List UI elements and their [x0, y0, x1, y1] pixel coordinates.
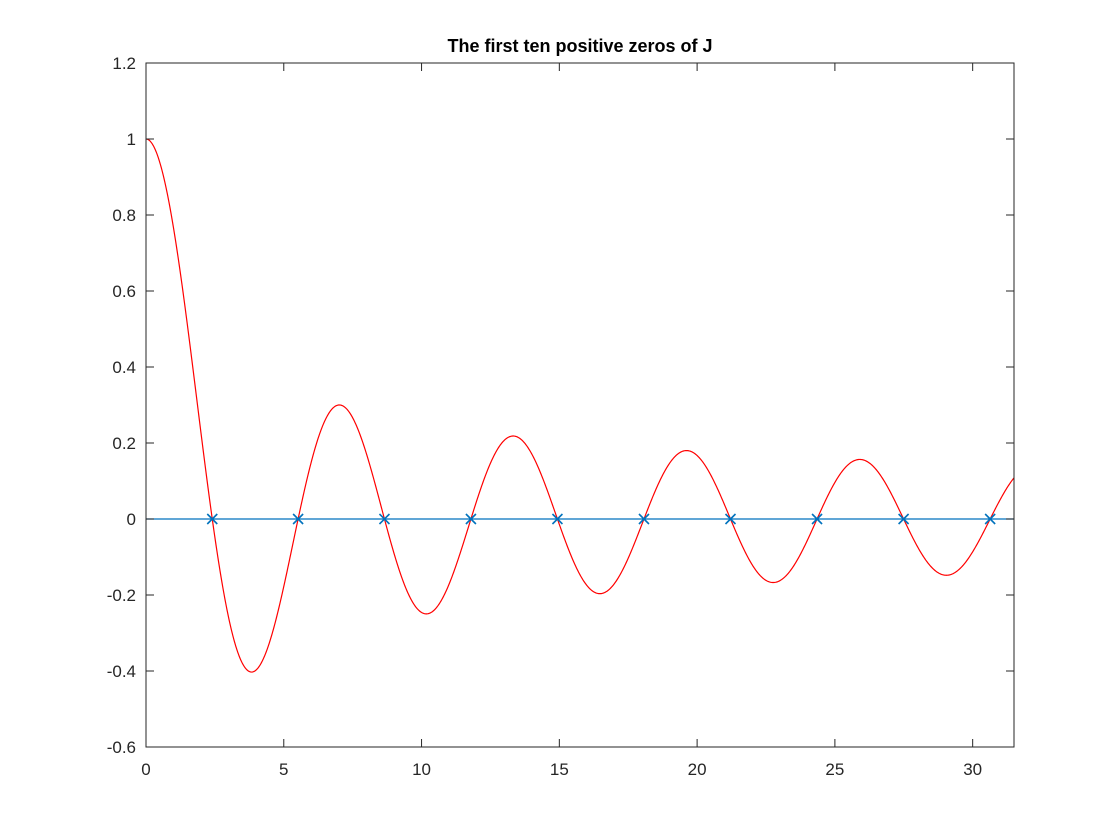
- x-tick-label: 25: [825, 760, 844, 779]
- y-tick-label: -0.6: [107, 738, 136, 757]
- marker-stroke: [292, 513, 304, 525]
- y-tick-label: 0.4: [112, 358, 136, 377]
- marker-stroke: [638, 513, 650, 525]
- zero-marker: [206, 513, 218, 525]
- y-tick-label: -0.2: [107, 586, 136, 605]
- x-tick-label: 20: [688, 760, 707, 779]
- marker-stroke: [984, 513, 996, 525]
- chart-title: The first ten positive zeros of J: [447, 36, 712, 56]
- x-tick-label: 15: [550, 760, 569, 779]
- x-tick-label: 30: [963, 760, 982, 779]
- marker-stroke: [811, 513, 823, 525]
- zero-marker: [292, 513, 304, 525]
- zero-marker: [551, 513, 563, 525]
- marker-stroke: [724, 513, 737, 525]
- zero-marker: [638, 513, 650, 525]
- y-tick-label: 1.2: [112, 54, 136, 73]
- marker-stroke: [465, 513, 477, 525]
- marker-stroke: [206, 513, 218, 525]
- zero-marker: [724, 513, 737, 525]
- x-tick-label: 0: [141, 760, 150, 779]
- bessel-curve: [146, 138, 1014, 673]
- marker-stroke: [898, 513, 910, 525]
- zero-marker: [898, 513, 910, 525]
- y-tick-label: 0.2: [112, 434, 136, 453]
- y-tick-label: 0.8: [112, 206, 136, 225]
- zero-marker: [465, 513, 477, 525]
- axes: 0 5 10 15 20 25 30 -0.6 -0.4 -0.2 0 0.2 0.4 0.6 0.8 1 1.…: [107, 54, 1015, 779]
- y-tick-label: 0: [127, 510, 136, 529]
- zero-marker: [984, 513, 996, 525]
- plot-clip: [146, 138, 1014, 673]
- x-tick-label: 10: [412, 760, 431, 779]
- plot-area: [146, 63, 1014, 747]
- y-tick-label: 0.6: [112, 282, 136, 301]
- y-tick-label: 1: [127, 130, 136, 149]
- plot-background: [146, 63, 1014, 747]
- axes-box: [145, 62, 1015, 748]
- y-tick-label: -0.4: [107, 662, 136, 681]
- marker-stroke: [378, 513, 391, 525]
- zero-marker: [378, 513, 391, 525]
- x-tick-label: 5: [279, 760, 288, 779]
- zero-marker: [811, 513, 823, 525]
- marker-stroke: [551, 513, 563, 525]
